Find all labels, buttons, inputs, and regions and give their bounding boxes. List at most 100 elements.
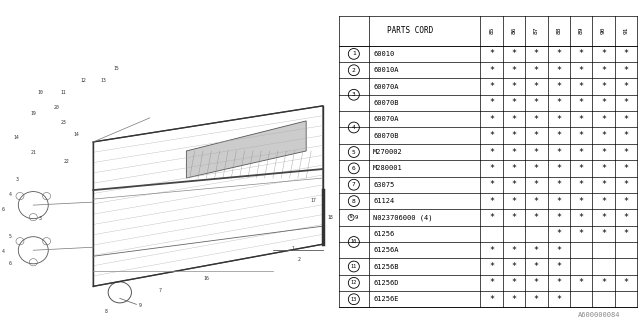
Text: *: *	[556, 196, 561, 205]
Text: *: *	[601, 82, 606, 91]
Text: *: *	[601, 229, 606, 238]
Text: *: *	[511, 262, 516, 271]
Text: *: *	[556, 148, 561, 156]
Text: *: *	[579, 148, 584, 156]
Text: *: *	[534, 66, 539, 75]
Text: 60070B: 60070B	[373, 100, 399, 106]
Text: 6: 6	[8, 261, 12, 266]
Text: *: *	[556, 49, 561, 58]
Text: 3: 3	[38, 216, 42, 221]
Text: *: *	[579, 82, 584, 91]
Text: *: *	[534, 131, 539, 140]
Text: 60010: 60010	[373, 51, 394, 57]
Text: 86: 86	[511, 27, 516, 35]
Text: *: *	[511, 148, 516, 156]
Text: *: *	[623, 196, 628, 205]
Text: 60070A: 60070A	[373, 116, 399, 122]
Text: *: *	[556, 131, 561, 140]
Text: *: *	[601, 213, 606, 222]
Text: *: *	[601, 278, 606, 287]
Text: *: *	[489, 196, 494, 205]
Text: 13: 13	[100, 78, 106, 83]
Text: 3: 3	[15, 177, 18, 182]
Text: 1: 1	[291, 246, 294, 251]
Text: *: *	[534, 246, 539, 255]
Text: M280001: M280001	[373, 165, 403, 172]
Text: *: *	[579, 115, 584, 124]
Text: 17: 17	[310, 198, 316, 203]
Text: 16: 16	[204, 276, 209, 281]
Text: *: *	[511, 246, 516, 255]
Text: 63075: 63075	[373, 182, 394, 188]
Text: 90: 90	[601, 27, 606, 35]
Text: *: *	[623, 229, 628, 238]
Text: 85: 85	[489, 27, 494, 35]
Text: A600000084: A600000084	[579, 312, 621, 318]
Text: *: *	[579, 131, 584, 140]
Text: *: *	[511, 82, 516, 91]
Text: *: *	[556, 99, 561, 108]
Text: 15: 15	[114, 66, 119, 71]
Text: *: *	[601, 115, 606, 124]
Text: *: *	[601, 131, 606, 140]
Text: N023706000 (4): N023706000 (4)	[373, 214, 433, 221]
Text: *: *	[511, 180, 516, 189]
Text: 1: 1	[352, 52, 356, 56]
Text: *: *	[489, 131, 494, 140]
Text: 8: 8	[352, 199, 356, 204]
Text: *: *	[579, 180, 584, 189]
Text: 2: 2	[298, 257, 301, 262]
Text: 9: 9	[355, 215, 358, 220]
Text: 61256A: 61256A	[373, 247, 399, 253]
Text: *: *	[623, 99, 628, 108]
Text: 91: 91	[623, 27, 628, 35]
Text: *: *	[623, 213, 628, 222]
Text: *: *	[556, 180, 561, 189]
Text: *: *	[511, 196, 516, 205]
Text: *: *	[534, 115, 539, 124]
Text: *: *	[623, 82, 628, 91]
Text: *: *	[489, 49, 494, 58]
Text: 60070A: 60070A	[373, 84, 399, 90]
Text: *: *	[623, 66, 628, 75]
Text: *: *	[556, 278, 561, 287]
Text: *: *	[601, 49, 606, 58]
Text: *: *	[601, 99, 606, 108]
Text: 11: 11	[60, 90, 66, 95]
Text: *: *	[511, 115, 516, 124]
Text: 61256D: 61256D	[373, 280, 399, 286]
Text: 10: 10	[351, 239, 357, 244]
Text: *: *	[534, 148, 539, 156]
Text: *: *	[579, 278, 584, 287]
Text: *: *	[534, 99, 539, 108]
Text: 10: 10	[37, 90, 43, 95]
Text: 22: 22	[64, 159, 69, 164]
Text: 7: 7	[352, 182, 356, 187]
Text: 14: 14	[14, 135, 19, 140]
Text: *: *	[579, 229, 584, 238]
Text: *: *	[489, 246, 494, 255]
Text: 88: 88	[556, 27, 561, 35]
Text: 4: 4	[352, 125, 356, 130]
Text: 6: 6	[2, 207, 4, 212]
Text: 18: 18	[328, 215, 333, 220]
Text: *: *	[511, 164, 516, 173]
Text: *: *	[556, 262, 561, 271]
Text: *: *	[534, 82, 539, 91]
Text: *: *	[489, 262, 494, 271]
Text: *: *	[579, 99, 584, 108]
Text: 61256E: 61256E	[373, 296, 399, 302]
Text: 14: 14	[74, 132, 79, 137]
Text: *: *	[623, 148, 628, 156]
Text: *: *	[623, 164, 628, 173]
Text: *: *	[489, 295, 494, 304]
Text: *: *	[489, 180, 494, 189]
Text: 20: 20	[54, 105, 60, 110]
Text: 6: 6	[352, 166, 356, 171]
Text: *: *	[534, 262, 539, 271]
Text: *: *	[601, 196, 606, 205]
Text: *: *	[534, 295, 539, 304]
Text: *: *	[623, 49, 628, 58]
Text: *: *	[601, 180, 606, 189]
Text: *: *	[601, 164, 606, 173]
